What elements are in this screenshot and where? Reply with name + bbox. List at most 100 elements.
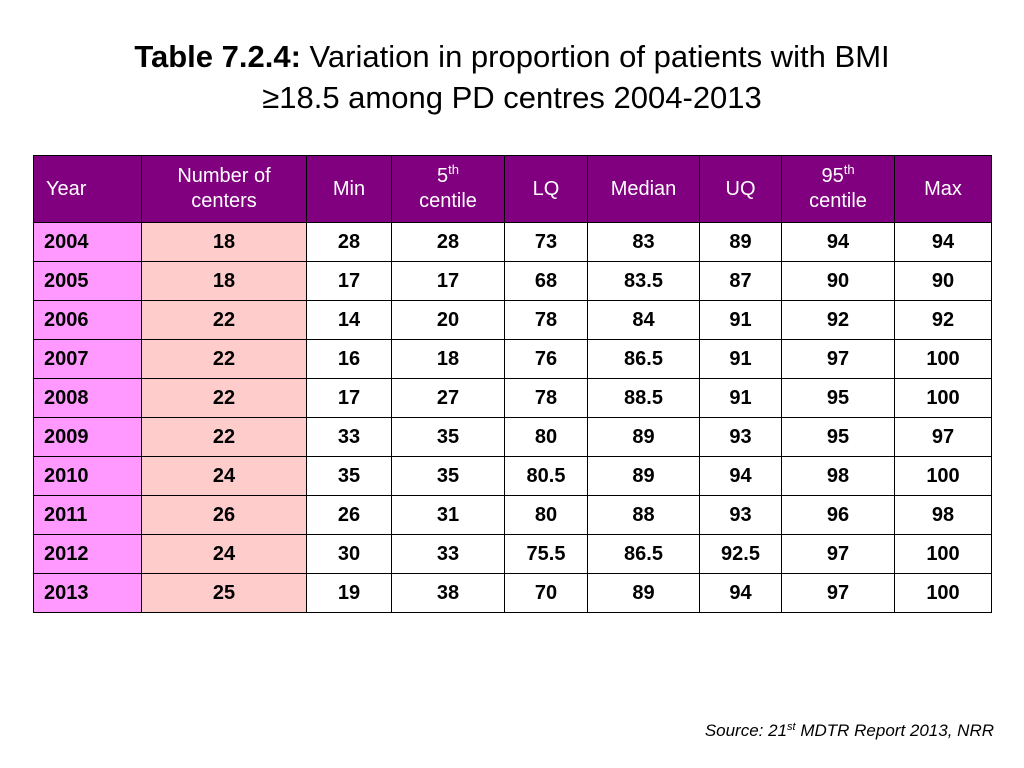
table-cell: 17 xyxy=(391,261,505,301)
table-cell: 96 xyxy=(781,495,895,535)
table-row: 2005 18 17 17 68 83.5 87 90 90 xyxy=(33,261,992,301)
table-cell: 18 xyxy=(141,261,307,301)
header-row: Year Number of centers Min 5th centile LQ … xyxy=(33,155,992,223)
source-note: Source: 21st MDTR Report 2013, NRR xyxy=(704,721,994,740)
table-cell: 98 xyxy=(894,495,992,535)
table-cell: 83.5 xyxy=(587,261,700,301)
table-row: 2009 22 33 35 80 89 93 95 97 xyxy=(33,417,992,457)
table-cell: 35 xyxy=(306,456,392,496)
table-cell: 75.5 xyxy=(504,534,588,574)
table-cell: 22 xyxy=(141,378,307,418)
table-cell: 26 xyxy=(141,495,307,535)
table-cell: 97 xyxy=(894,417,992,457)
table-cell: 88 xyxy=(587,495,700,535)
header-median: Median xyxy=(587,155,700,223)
cell-year: 2010 xyxy=(33,456,142,496)
table-row: 2011 26 26 31 80 88 93 96 98 xyxy=(33,495,992,535)
table-cell: 80 xyxy=(504,417,588,457)
table-cell: 73 xyxy=(504,222,588,262)
table-cell: 92.5 xyxy=(699,534,782,574)
table-cell: 88.5 xyxy=(587,378,700,418)
table-row: 2010 24 35 35 80.5 89 94 98 100 xyxy=(33,456,992,496)
header-uq: UQ xyxy=(699,155,782,223)
table-cell: 95 xyxy=(781,417,895,457)
table-cell: 17 xyxy=(306,261,392,301)
table-cell: 35 xyxy=(391,456,505,496)
table-cell: 94 xyxy=(699,573,782,613)
table-cell: 95 xyxy=(781,378,895,418)
table-cell: 97 xyxy=(781,534,895,574)
cell-year: 2005 xyxy=(33,261,142,301)
table-cell: 93 xyxy=(699,417,782,457)
table-cell: 80 xyxy=(504,495,588,535)
table-cell: 33 xyxy=(391,534,505,574)
table-cell: 100 xyxy=(894,573,992,613)
cell-year: 2011 xyxy=(33,495,142,535)
cell-year: 2009 xyxy=(33,417,142,457)
table-cell: 92 xyxy=(894,300,992,340)
cell-year: 2008 xyxy=(33,378,142,418)
bmi-table: Year Number of centers Min 5th centile LQ … xyxy=(33,155,992,613)
header-year: Year xyxy=(33,155,142,223)
table-row: 2007 22 16 18 76 86.5 91 97 100 xyxy=(33,339,992,379)
header-min: Min xyxy=(306,155,392,223)
cell-year: 2007 xyxy=(33,339,142,379)
table-cell: 22 xyxy=(141,300,307,340)
table-cell: 78 xyxy=(504,300,588,340)
table-cell: 94 xyxy=(894,222,992,262)
table-cell: 90 xyxy=(781,261,895,301)
table-cell: 94 xyxy=(699,456,782,496)
table-cell: 100 xyxy=(894,339,992,379)
table-body: 2004 18 28 28 73 83 89 94 94 2005 18 17 17 68 83.5 87 90… xyxy=(33,222,992,613)
table-cell: 92 xyxy=(781,300,895,340)
header-p5: 5th centile xyxy=(391,155,505,223)
cell-year: 2004 xyxy=(33,222,142,262)
table-cell: 94 xyxy=(781,222,895,262)
table-cell: 22 xyxy=(141,417,307,457)
table-cell: 90 xyxy=(894,261,992,301)
table-cell: 80.5 xyxy=(504,456,588,496)
table-cell: 18 xyxy=(391,339,505,379)
table-cell: 91 xyxy=(699,300,782,340)
table-cell: 100 xyxy=(894,456,992,496)
table-cell: 76 xyxy=(504,339,588,379)
table-cell: 14 xyxy=(306,300,392,340)
table-cell: 86.5 xyxy=(587,339,700,379)
table-cell: 68 xyxy=(504,261,588,301)
table-cell: 35 xyxy=(391,417,505,457)
title-line2: ≥18.5 among PD centres 2004-2013 xyxy=(262,80,762,115)
table-cell: 100 xyxy=(894,378,992,418)
table-title: Table 7.2.4: Variation in proportion of … xyxy=(0,36,1024,118)
table-cell: 89 xyxy=(699,222,782,262)
table-cell: 89 xyxy=(587,456,700,496)
table-cell: 98 xyxy=(781,456,895,496)
table-row: 2004 18 28 28 73 83 89 94 94 xyxy=(33,222,992,262)
table-cell: 16 xyxy=(306,339,392,379)
table-cell: 22 xyxy=(141,339,307,379)
table-cell: 28 xyxy=(391,222,505,262)
table-row: 2013 25 19 38 70 89 94 97 100 xyxy=(33,573,992,613)
table-row: 2012 24 30 33 75.5 86.5 92.5 97 100 xyxy=(33,534,992,574)
table-cell: 27 xyxy=(391,378,505,418)
header-p95: 95th centile xyxy=(781,155,895,223)
cell-year: 2012 xyxy=(33,534,142,574)
table-cell: 24 xyxy=(141,534,307,574)
table-cell: 87 xyxy=(699,261,782,301)
title-line1: Variation in proportion of patients with… xyxy=(300,39,890,74)
cell-year: 2006 xyxy=(33,300,142,340)
table-cell: 25 xyxy=(141,573,307,613)
table-cell: 31 xyxy=(391,495,505,535)
table-cell: 28 xyxy=(306,222,392,262)
table-cell: 83 xyxy=(587,222,700,262)
table-cell: 18 xyxy=(141,222,307,262)
table-cell: 91 xyxy=(699,378,782,418)
header-lq: LQ xyxy=(504,155,588,223)
table-cell: 89 xyxy=(587,573,700,613)
table-cell: 24 xyxy=(141,456,307,496)
table-cell: 26 xyxy=(306,495,392,535)
table-cell: 100 xyxy=(894,534,992,574)
table-cell: 86.5 xyxy=(587,534,700,574)
table-cell: 38 xyxy=(391,573,505,613)
table-cell: 20 xyxy=(391,300,505,340)
table-cell: 93 xyxy=(699,495,782,535)
